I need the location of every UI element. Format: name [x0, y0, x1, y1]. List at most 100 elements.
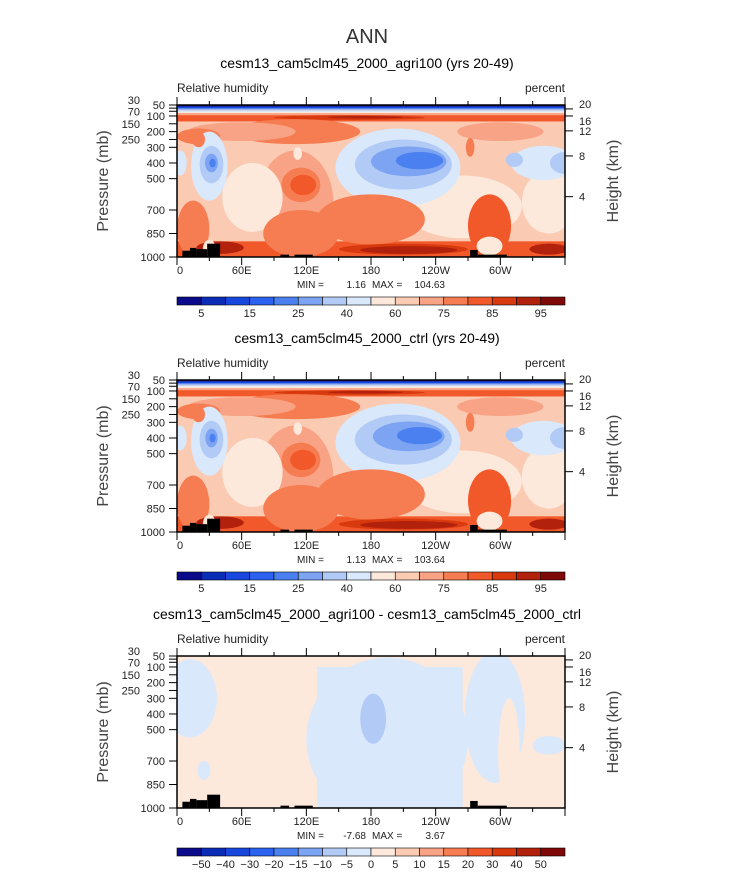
- y-tick-label: 300: [147, 417, 165, 429]
- contour-field: [177, 380, 565, 532]
- colorbar-box: [346, 847, 372, 857]
- topography-land: [207, 243, 221, 257]
- y-tick-label: 30: [128, 370, 140, 382]
- panel-1: cesm13_cam5clm45_2000_agri100 (yrs 20-49…: [95, 55, 622, 320]
- panel-3: cesm13_cam5clm45_2000_agri100 - cesm13_c…: [95, 606, 622, 871]
- contour-region: [465, 137, 475, 157]
- y-axis-label: Pressure (mb): [95, 130, 112, 231]
- topography-land: [280, 254, 290, 257]
- contour-region: [209, 433, 216, 443]
- colorbar-box: [540, 296, 566, 306]
- y-tick-label: 400: [147, 709, 165, 721]
- colorbar-label: −10: [313, 859, 332, 871]
- max-label: MAX =: [372, 831, 402, 842]
- colorbar-box: [540, 847, 566, 857]
- y-right-tick-label: 12: [579, 126, 591, 138]
- x-tick-label: 0: [177, 540, 183, 552]
- contour-region: [549, 152, 565, 174]
- topography-land: [470, 249, 478, 257]
- max-value: 104.63: [414, 280, 445, 291]
- colorbar-box: [176, 847, 202, 857]
- x-tick-label: 120E: [293, 816, 319, 828]
- y-axis-right-label: Height (km): [605, 691, 622, 774]
- y-tick-label: 50: [153, 100, 165, 112]
- topography-land: [189, 247, 197, 257]
- contour-band: [177, 106, 565, 109]
- y-right-tick-label: 12: [579, 401, 591, 413]
- colorbar-box: [297, 847, 323, 857]
- topography-land: [207, 794, 221, 808]
- x-tick-label: 60E: [232, 540, 252, 552]
- contour-band: [177, 381, 565, 384]
- x-tick-label: 180: [362, 265, 380, 277]
- topography-land: [189, 522, 197, 532]
- y-axis-right-label: Height (km): [605, 140, 622, 223]
- contour-band: [177, 105, 565, 107]
- y-right-tick-label: 20: [579, 374, 591, 386]
- y-tick-label: 200: [147, 678, 165, 690]
- colorbar-box: [394, 847, 420, 857]
- colorbar-box: [225, 571, 251, 581]
- contour-field: [177, 105, 565, 257]
- y-tick-label: 50: [153, 375, 165, 387]
- units-label: percent: [525, 81, 566, 95]
- contour-region: [360, 693, 387, 744]
- colorbar-label: 60: [389, 308, 401, 320]
- contour-region: [549, 427, 565, 449]
- colorbar-box: [419, 296, 445, 306]
- x-tick-label: 120E: [293, 265, 319, 277]
- contour-region: [395, 152, 444, 170]
- colorbar-label: 40: [341, 583, 353, 595]
- y-right-tick-label: 20: [579, 99, 591, 111]
- y-tick-label: 70: [128, 657, 140, 669]
- y-tick-label: 850: [147, 503, 165, 515]
- colorbar-box: [443, 847, 469, 857]
- y-right-tick-label: 12: [579, 677, 591, 689]
- contour-region: [317, 194, 425, 245]
- contour-region: [521, 170, 565, 234]
- panel-title: cesm13_cam5clm45_2000_agri100 - cesm13_c…: [153, 606, 581, 622]
- y-tick-label: 250: [122, 134, 140, 146]
- y-right-tick-label: 8: [579, 426, 585, 438]
- topography-land: [280, 529, 290, 532]
- colorbar-box: [249, 847, 275, 857]
- colorbar-box: [322, 847, 348, 857]
- y-tick-label: 400: [147, 433, 165, 445]
- x-tick-label: 180: [362, 540, 380, 552]
- contour-band: [177, 386, 565, 389]
- contour-region: [177, 150, 187, 176]
- colorbar-label: −15: [289, 859, 308, 871]
- y-right-tick-label: 4: [579, 192, 585, 204]
- contour-band: [177, 110, 565, 112]
- contour-region: [476, 236, 503, 256]
- contour-region: [177, 475, 210, 532]
- x-tick-label: 120W: [421, 265, 450, 277]
- colorbar-label: 0: [368, 859, 374, 871]
- contour-band: [177, 111, 565, 114]
- topography-land: [477, 529, 507, 532]
- contour-region: [327, 115, 404, 119]
- y-right-tick-label: 20: [579, 650, 591, 662]
- colorbar-box: [370, 571, 396, 581]
- colorbar-label: 75: [438, 583, 450, 595]
- units-label: percent: [525, 356, 566, 370]
- y-tick-label: 500: [147, 174, 165, 186]
- colorbar-box: [516, 571, 542, 581]
- x-tick-label: 60W: [489, 265, 512, 277]
- colorbar-box: [491, 571, 517, 581]
- topography-land: [294, 805, 313, 808]
- topography-land: [294, 529, 313, 532]
- y-tick-label: 100: [147, 662, 165, 674]
- y-tick-label: 850: [147, 228, 165, 240]
- y-right-tick-label: 4: [579, 743, 585, 755]
- contour-band: [177, 109, 565, 111]
- colorbar-box: [322, 571, 348, 581]
- contour-region: [511, 145, 565, 181]
- contour-band: [177, 108, 565, 110]
- colorbar-box: [297, 571, 323, 581]
- colorbar-box: [540, 571, 566, 581]
- contour-band: [177, 113, 565, 116]
- contour-region: [263, 209, 339, 257]
- y-tick-label: 30: [128, 95, 140, 107]
- contour-region: [263, 484, 339, 532]
